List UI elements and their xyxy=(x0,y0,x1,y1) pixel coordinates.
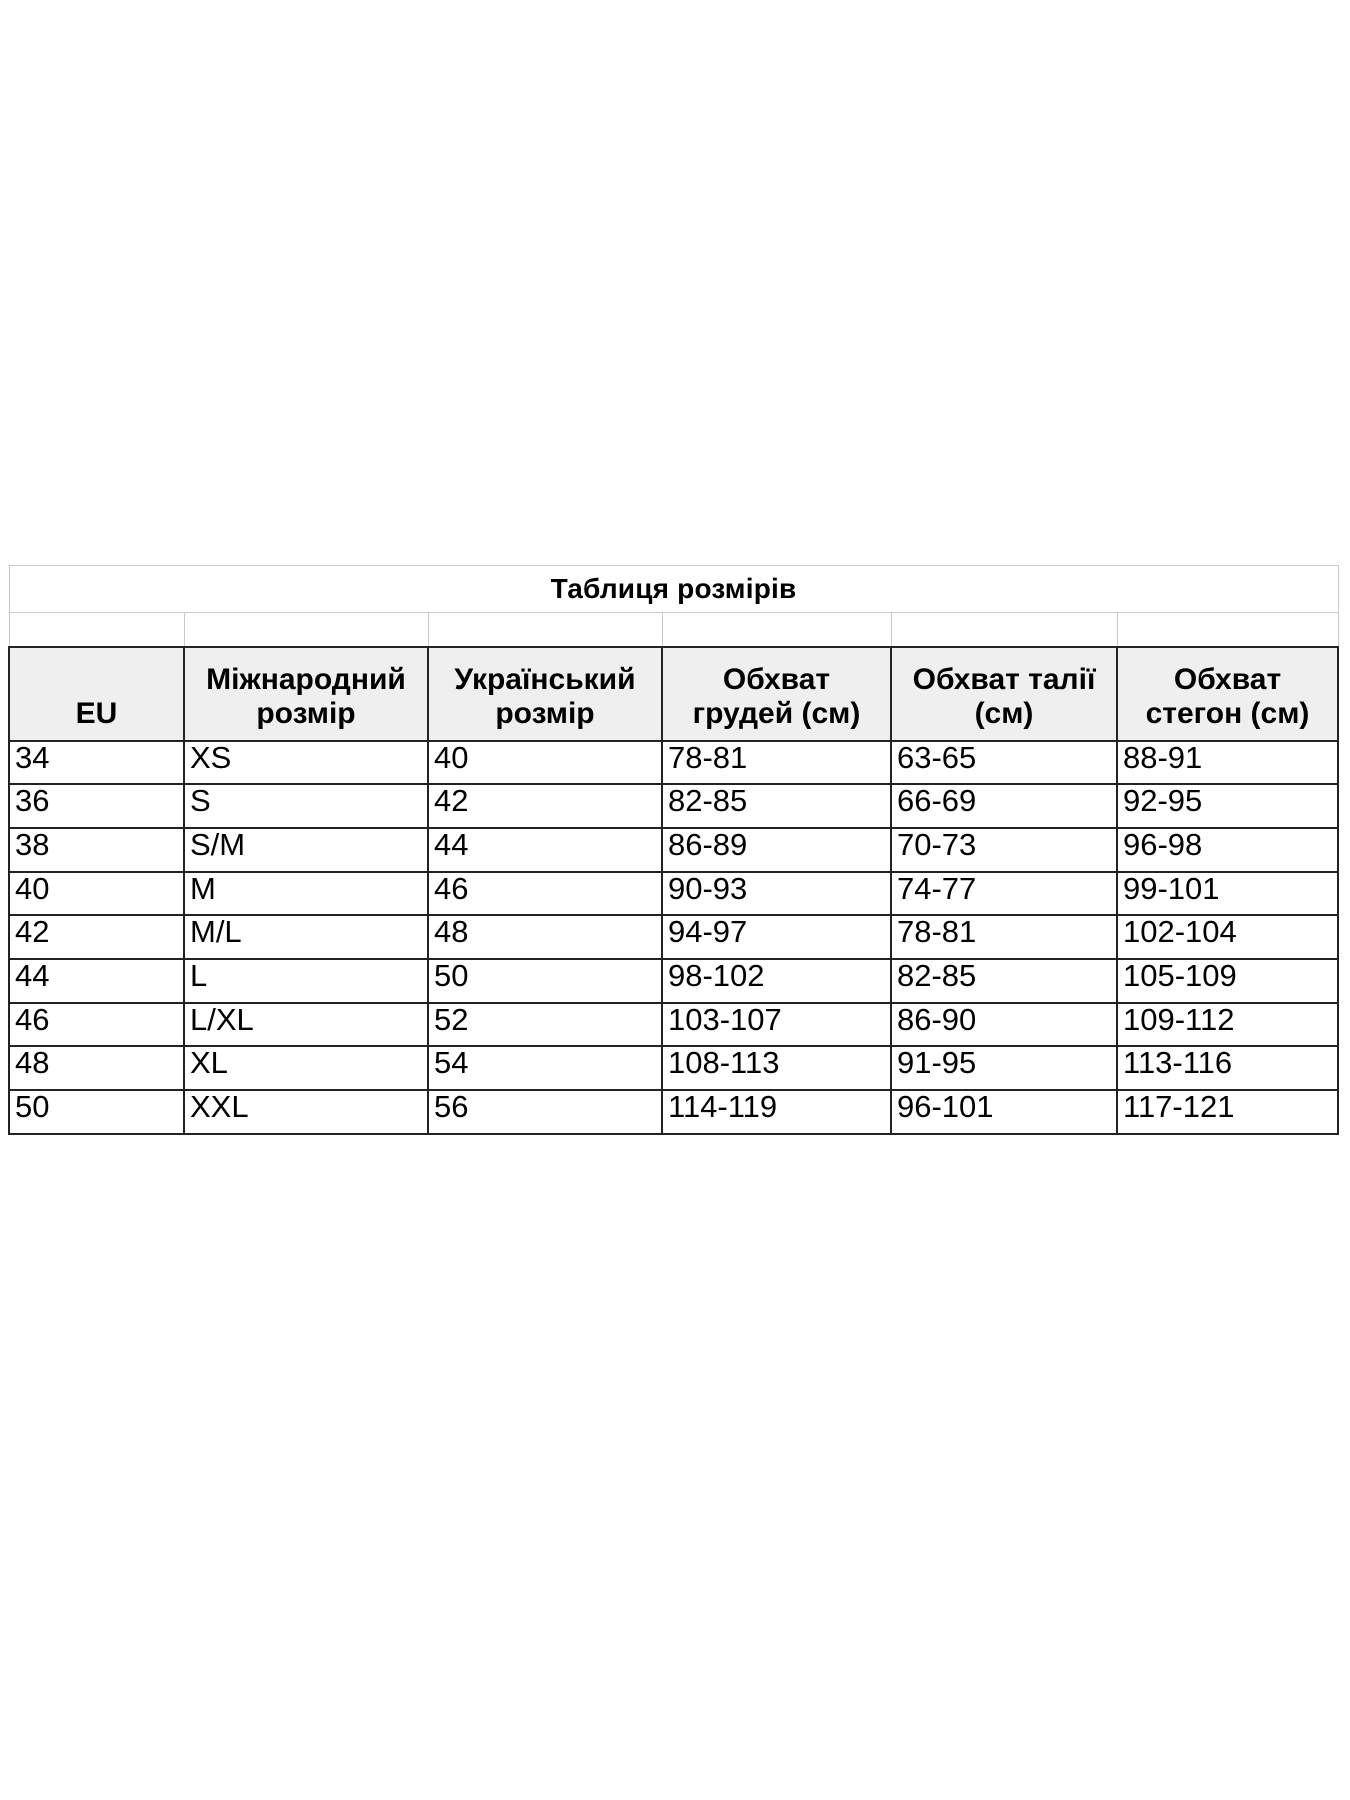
spacer-cell xyxy=(890,612,1118,647)
table-cell: 42 xyxy=(8,914,185,960)
header-hips: Обхват стегон (см) xyxy=(1115,645,1340,742)
table-cell: 103-107 xyxy=(661,1001,892,1048)
table-cell: 88-91 xyxy=(1115,739,1340,786)
header-chest: Обхват грудей (см) xyxy=(661,645,892,742)
table-cell: 94-97 xyxy=(661,914,892,960)
table-cell: S xyxy=(183,783,429,829)
spacer-cell xyxy=(8,612,185,647)
table-cell: M xyxy=(183,870,429,917)
table-cell: 48 xyxy=(8,1045,185,1091)
table-cell: 96-101 xyxy=(890,1089,1118,1135)
table-cell: 91-95 xyxy=(890,1045,1118,1091)
table-cell: 50 xyxy=(427,957,663,1004)
table-cell: 105-109 xyxy=(1115,957,1340,1004)
spacer-cell xyxy=(661,612,892,647)
table-cell: 99-101 xyxy=(1115,870,1340,917)
spacer-cell xyxy=(1116,612,1339,647)
spacer-row xyxy=(8,612,1339,647)
table-row: 50 XXL 56 114-119 96-101 117-121 xyxy=(8,1089,1340,1135)
title-row: Таблиця розмірів xyxy=(8,565,1339,613)
header-international-size: Міжнародний розмір xyxy=(183,645,429,742)
size-chart: Таблиця розмірів EU Міжнародний розмір У… xyxy=(8,565,1340,1135)
table-cell: 40 xyxy=(8,870,185,917)
table-row: 42 M/L 48 94-97 78-81 102-104 xyxy=(8,914,1340,960)
table-cell: 98-102 xyxy=(661,957,892,1004)
spacer-cell xyxy=(427,612,663,647)
table-cell: 70-73 xyxy=(890,826,1118,873)
table-cell: 117-121 xyxy=(1115,1089,1340,1135)
table-cell: 66-69 xyxy=(890,783,1118,829)
table-row: 48 XL 54 108-113 91-95 113-116 xyxy=(8,1045,1340,1091)
header-eu: EU xyxy=(8,645,185,742)
table-cell: 90-93 xyxy=(661,870,892,917)
table-cell: 54 xyxy=(427,1045,663,1091)
table-cell: 113-116 xyxy=(1115,1045,1340,1091)
table-cell: 63-65 xyxy=(890,739,1118,786)
table-cell: XS xyxy=(183,739,429,786)
table-cell: 109-112 xyxy=(1115,1001,1340,1048)
table-cell: M/L xyxy=(183,914,429,960)
table-row: 34 XS 40 78-81 63-65 88-91 xyxy=(8,739,1340,786)
table-cell: S/M xyxy=(183,826,429,873)
header-ukrainian-size: Український розмір xyxy=(427,645,663,742)
size-chart-table: Таблиця розмірів EU Міжнародний розмір У… xyxy=(8,565,1340,1135)
table-cell: 82-85 xyxy=(890,957,1118,1004)
table-cell: 102-104 xyxy=(1115,914,1340,960)
table-cell: 78-81 xyxy=(890,914,1118,960)
table-cell: 52 xyxy=(427,1001,663,1048)
table-cell: 46 xyxy=(427,870,663,917)
table-row: 36 S 42 82-85 66-69 92-95 xyxy=(8,783,1340,829)
table-row: 46 L/XL 52 103-107 86-90 109-112 xyxy=(8,1001,1340,1048)
table-row: 40 M 46 90-93 74-77 99-101 xyxy=(8,870,1340,917)
table-cell: 56 xyxy=(427,1089,663,1135)
header-waist: Обхват талії (см) xyxy=(890,645,1118,742)
table-cell: XXL xyxy=(183,1089,429,1135)
table-cell: 74-77 xyxy=(890,870,1118,917)
table-cell: 38 xyxy=(8,826,185,873)
table-row: 44 L 50 98-102 82-85 105-109 xyxy=(8,957,1340,1004)
table-cell: 42 xyxy=(427,783,663,829)
header-row: EU Міжнародний розмір Український розмір… xyxy=(8,645,1340,742)
table-cell: 96-98 xyxy=(1115,826,1340,873)
table-cell: XL xyxy=(183,1045,429,1091)
table-cell: 92-95 xyxy=(1115,783,1340,829)
table-cell: L xyxy=(183,957,429,1004)
table-cell: L/XL xyxy=(183,1001,429,1048)
table-row: 38 S/M 44 86-89 70-73 96-98 xyxy=(8,826,1340,873)
table-cell: 86-90 xyxy=(890,1001,1118,1048)
table-title: Таблиця розмірів xyxy=(8,565,1339,613)
table-cell: 114-119 xyxy=(661,1089,892,1135)
table-cell: 50 xyxy=(8,1089,185,1135)
spacer-cell xyxy=(183,612,429,647)
table-cell: 108-113 xyxy=(661,1045,892,1091)
table-cell: 44 xyxy=(427,826,663,873)
table-cell: 82-85 xyxy=(661,783,892,829)
table-cell: 40 xyxy=(427,739,663,786)
table-cell: 86-89 xyxy=(661,826,892,873)
table-cell: 36 xyxy=(8,783,185,829)
table-cell: 34 xyxy=(8,739,185,786)
table-cell: 46 xyxy=(8,1001,185,1048)
table-cell: 48 xyxy=(427,914,663,960)
table-cell: 44 xyxy=(8,957,185,1004)
table-cell: 78-81 xyxy=(661,739,892,786)
